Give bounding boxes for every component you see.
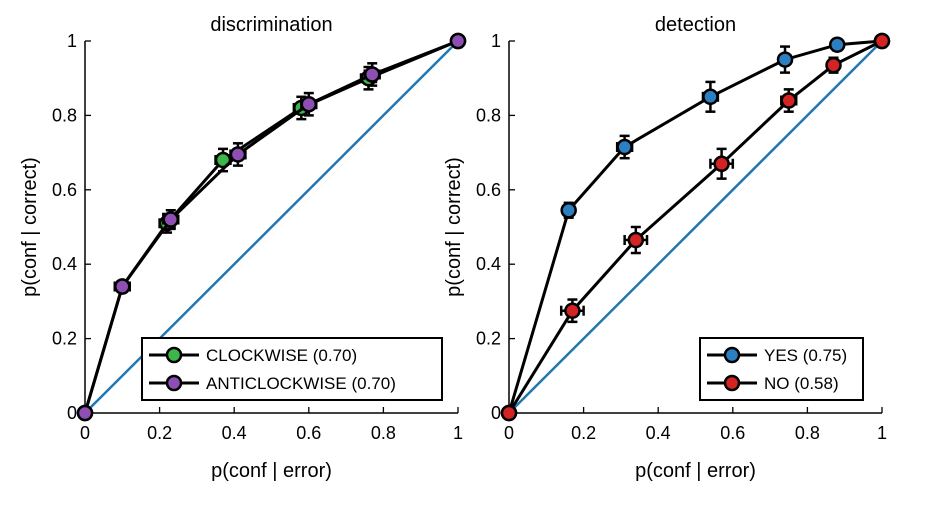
data-point	[828, 36, 846, 53]
x-axis-label: p(conf | error)	[211, 460, 332, 482]
data-point	[780, 92, 797, 109]
legend-box	[141, 337, 443, 401]
x-axis-label: p(conf | error)	[635, 460, 756, 482]
data-point	[873, 32, 891, 50]
data-point	[564, 302, 581, 319]
data-point	[616, 138, 633, 156]
y-tick-label: 0.8	[476, 105, 501, 125]
data-point	[825, 56, 842, 74]
x-tick-label: 1	[453, 423, 463, 443]
legend: CLOCKWISE (0.70) ANTICLOCKWISE (0.70)	[141, 337, 443, 401]
x-tick-label: 1	[877, 423, 887, 443]
data-point	[300, 95, 318, 113]
x-tick-label: 0	[504, 423, 514, 443]
data-point	[449, 32, 467, 50]
y-tick-label: 1	[67, 31, 77, 51]
data-point	[114, 278, 131, 295]
legend-marker	[165, 346, 183, 364]
data-point	[776, 51, 794, 68]
legend: YES (0.75) NO (0.58)	[699, 337, 864, 401]
y-axis-label: p(conf | correct)	[443, 157, 465, 297]
data-point	[713, 155, 730, 173]
legend-label: CLOCKWISE (0.70)	[206, 346, 357, 365]
y-tick-label: 0.2	[476, 329, 501, 349]
y-tick-label: 0.2	[52, 329, 77, 349]
chart-title: detection	[655, 14, 736, 36]
x-tick-label: 0.6	[296, 423, 321, 443]
legend-label: NO (0.58)	[764, 374, 839, 393]
legend-marker	[165, 374, 183, 392]
data-point	[560, 202, 577, 219]
x-tick-label: 0.2	[571, 423, 596, 443]
data-point	[76, 404, 94, 422]
y-tick-label: 0.8	[52, 105, 77, 125]
series-1	[500, 32, 891, 422]
legend-marker	[723, 374, 741, 392]
x-tick-label: 0.8	[795, 423, 820, 443]
x-tick-label: 0	[80, 423, 90, 443]
series-1	[76, 32, 467, 422]
data-point	[500, 404, 518, 422]
data-point	[162, 211, 180, 228]
y-tick-label: 0.6	[52, 180, 77, 200]
y-tick-label: 0.4	[52, 254, 77, 274]
detection-panel: detection 0 0.2 0.4 0.6 0.8 1 0 0.2 0.4 0.6 0.8 1 p(c…	[443, 14, 891, 482]
data-point	[363, 66, 381, 83]
data-point	[702, 88, 719, 106]
x-tick-label: 0.8	[371, 423, 396, 443]
legend-label: YES (0.75)	[764, 346, 847, 365]
data-point	[229, 146, 247, 163]
x-tick-label: 0.4	[646, 423, 671, 443]
x-tick-label: 0.6	[720, 423, 745, 443]
y-axis-label: p(conf | correct)	[19, 157, 41, 297]
y-tick-label: 0	[67, 403, 77, 423]
legend-label: ANTICLOCKWISE (0.70)	[206, 374, 396, 393]
discrimination-panel: discrimination 0 0.2 0.4 0.6 0.8 1 0 0.2 0.4 0.6 0.…	[19, 14, 467, 482]
y-tick-label: 1	[491, 31, 501, 51]
chart-title: discrimination	[210, 14, 332, 36]
x-tick-label: 0.4	[222, 423, 247, 443]
y-tick-label: 0.6	[476, 180, 501, 200]
legend-marker	[723, 346, 741, 364]
data-point	[627, 231, 645, 249]
chance-diagonal-line	[508, 40, 883, 414]
x-tick-label: 0.2	[147, 423, 172, 443]
y-tick-label: 0	[491, 403, 501, 423]
y-tick-label: 0.4	[476, 254, 501, 274]
